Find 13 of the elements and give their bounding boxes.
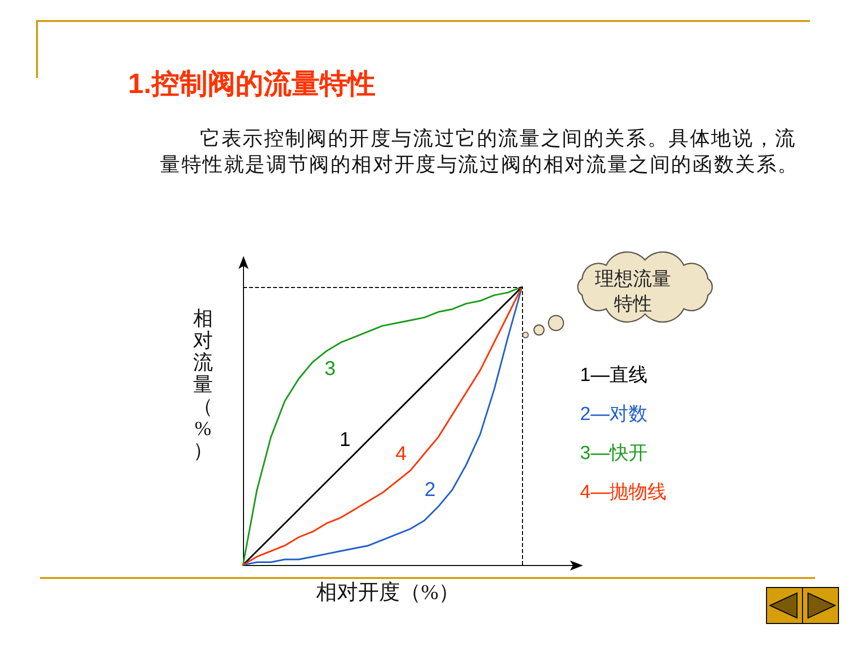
y-axis-title: 相对流量（%） — [192, 308, 214, 462]
text: 1—直线 — [580, 365, 648, 386]
text: 理想流量特性 — [594, 268, 672, 317]
annotation: 3 — [324, 358, 336, 380]
chart-title: 1.控制阀的流量特性 — [128, 67, 376, 101]
text: 3—快开 — [580, 443, 648, 464]
annotation: 4 — [395, 443, 407, 465]
x-axis-title: 相对开度（%） — [316, 579, 460, 605]
chart-subtitle: 它表示控制阀的开度与流过它的流量之间的关系。具体地说，流量特性就是调节阀的相对开度与流过阀的相对流量之间的函数关系。 — [160, 127, 800, 178]
annotation: 1 — [339, 429, 351, 451]
annotation: 2 — [424, 479, 436, 501]
text: 4—抛物线 — [580, 482, 667, 503]
text: 2—对数 — [580, 404, 648, 425]
